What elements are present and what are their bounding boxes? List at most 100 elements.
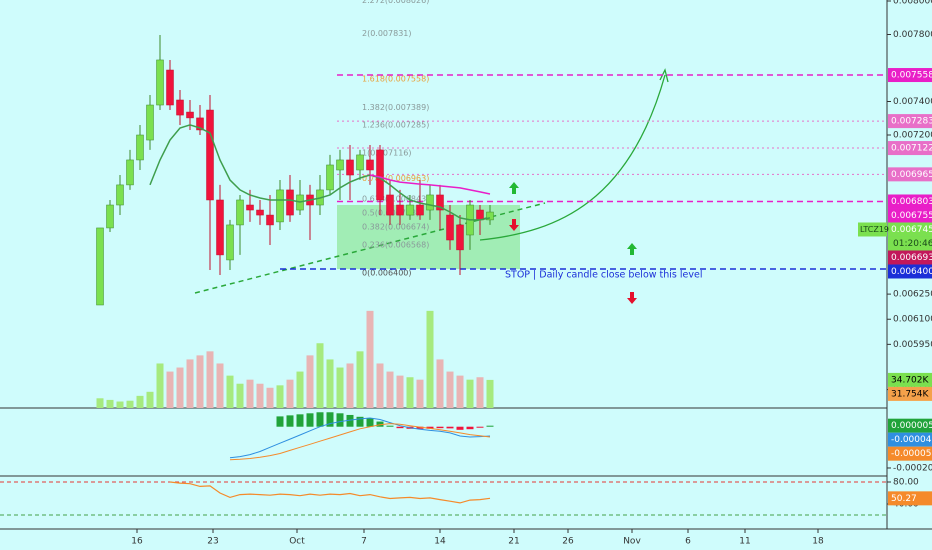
volume-bar	[466, 379, 474, 408]
candle-body	[206, 109, 214, 201]
candle-body	[416, 204, 424, 216]
price-tag	[888, 372, 932, 387]
x-tick-label: 14	[434, 537, 446, 547]
volume-bar	[486, 379, 494, 408]
volume-bar	[396, 375, 404, 408]
symbol-label: LTCZ19	[860, 225, 889, 234]
y-tick-label: 0.007200	[893, 130, 932, 140]
x-tick-label: 21	[508, 537, 519, 547]
candle-body	[96, 227, 104, 306]
projection-arrowhead	[659, 68, 669, 83]
macd-histogram-bar	[296, 414, 304, 427]
fib-label: 2.272(0.008026)	[362, 0, 429, 5]
y-tick-label: 80.00	[893, 478, 919, 488]
price-tag	[888, 208, 932, 223]
volume-bar	[126, 400, 134, 408]
volume-bar	[296, 371, 304, 408]
macd-histogram-bar	[426, 426, 434, 429]
price-tag-label: 0.007558	[891, 71, 932, 81]
candle-body	[396, 204, 404, 216]
volume-bar	[156, 363, 164, 408]
price-tag-label: 0.006745	[891, 225, 932, 235]
price-tag-label: 0.006803	[891, 197, 932, 207]
moving-average	[149, 124, 491, 221]
fib-label: 0.618(0.006843)	[362, 194, 429, 203]
price-tag-label: 34.702K	[891, 375, 929, 385]
y-tick-label: 0.006250	[893, 290, 932, 300]
macd-histogram-bar	[436, 426, 444, 429]
fib-label: 2(0.007831)	[362, 29, 412, 38]
candle-body	[336, 159, 344, 171]
volume-bar	[376, 363, 384, 408]
volume-bar	[406, 377, 414, 408]
fib-label: 0.236(0.006568)	[362, 240, 429, 249]
volume-bar	[176, 367, 184, 408]
price-tag-label: 0.006693	[891, 253, 932, 263]
volume-bar	[256, 383, 264, 408]
price-tag-label: 50.27	[891, 494, 917, 504]
price-tag	[888, 222, 932, 237]
candle-body	[126, 159, 134, 186]
x-tick-label: 7	[361, 537, 367, 547]
volume-bar	[186, 359, 194, 408]
fib-label: 0.382(0.006674)	[362, 223, 429, 232]
candle-body	[256, 209, 264, 216]
candle-body	[176, 99, 184, 116]
arrow-down	[509, 219, 519, 231]
candle-body	[266, 214, 274, 226]
moving-average	[369, 174, 491, 195]
stop-annotation: STOP | Daily candle close below this lev…	[505, 270, 703, 281]
macd-histogram-bar	[326, 412, 334, 427]
macd-histogram-bar	[346, 414, 354, 427]
volume-bar	[246, 379, 254, 408]
volume-bar	[356, 351, 364, 408]
volume-bar	[416, 379, 424, 408]
macd-histogram-bar	[456, 426, 464, 430]
macd-histogram-bar	[446, 426, 454, 429]
candle-body	[476, 209, 484, 221]
price-tag-label: 0.000005	[891, 421, 932, 431]
arrow-down	[627, 292, 637, 304]
candle-body	[156, 59, 164, 106]
macd-histogram-bar	[276, 416, 284, 427]
price-tag	[888, 491, 932, 506]
volume-bar	[166, 371, 174, 408]
x-tick-label: 18	[812, 537, 824, 547]
macd-histogram-bar	[376, 421, 384, 427]
x-tick-label: 6	[685, 537, 691, 547]
arrow-up	[627, 243, 637, 255]
x-tick-label: 23	[207, 537, 218, 547]
candle-body	[236, 199, 244, 226]
price-tag-label: 0.006965	[891, 170, 932, 180]
candle-body	[216, 199, 224, 256]
macd-histogram-bar	[486, 425, 494, 427]
price-tag-label: -0.000045	[891, 435, 932, 445]
volume-bar	[386, 371, 394, 408]
y-tick-label: 0.007400	[893, 97, 932, 107]
volume-bar	[266, 387, 274, 408]
volume-bar	[336, 367, 344, 408]
volume-bar	[96, 398, 104, 408]
macd-histogram-bar	[356, 416, 364, 427]
macd-histogram-bar	[476, 426, 484, 428]
price-tag-label: 31.754K	[891, 389, 929, 399]
volume-bar	[106, 399, 114, 408]
candle-body	[446, 214, 454, 241]
candle-body	[276, 189, 284, 223]
price-tag-label: 0.007283	[891, 117, 932, 127]
candle-body	[426, 194, 434, 211]
fib-label: 1.236(0.007285)	[362, 120, 429, 129]
candle-body	[356, 154, 364, 171]
fib-label: 1(0.007116)	[362, 149, 412, 158]
candle-body	[116, 184, 124, 206]
y-tick-label: 0.005950	[893, 340, 932, 350]
countdown-tag	[888, 236, 932, 251]
candle-body	[486, 211, 494, 221]
price-tag	[888, 141, 932, 156]
price-tag	[888, 264, 932, 279]
volume-bar	[136, 395, 144, 408]
volume-bar	[236, 383, 244, 408]
arrow-up	[509, 182, 519, 194]
fib-label: 0.786(0.006963)	[362, 174, 429, 183]
